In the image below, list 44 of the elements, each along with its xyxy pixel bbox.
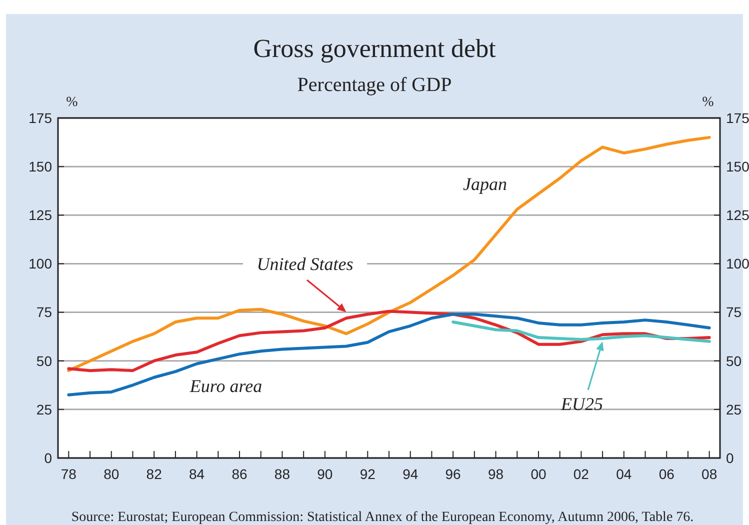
x-tick-label: 04 — [616, 466, 632, 482]
x-tick-label: 92 — [360, 466, 376, 482]
line-series — [67, 136, 711, 372]
chart-subtitle: Percentage of GDP — [297, 74, 452, 96]
x-tick-label: 96 — [445, 466, 462, 482]
x-tick-label: 98 — [488, 466, 504, 482]
x-tick-label: 06 — [658, 466, 675, 482]
line-series — [67, 312, 711, 396]
annotation: United States — [256, 254, 354, 274]
x-tick-label: 84 — [189, 466, 205, 482]
y2-tick-label: 0 — [726, 450, 734, 466]
y-axis-title: % — [66, 95, 78, 110]
y-tick-label: 75 — [36, 304, 52, 320]
y2-tick-label: 125 — [726, 207, 749, 224]
x-tick-label: 80 — [104, 466, 120, 482]
x-tick-label: 86 — [232, 466, 248, 482]
y-tick-label: 50 — [36, 352, 52, 369]
x-tick-label: 78 — [60, 466, 77, 482]
annotation: EU25 — [560, 394, 603, 414]
chart-title: Gross government debt — [253, 34, 497, 63]
y2-axis-title: % — [702, 95, 714, 110]
source-note: Source: Eurostat; European Commission: Statistical Annex of the European Economy, Autumn 2006, Table 76. — [71, 510, 694, 525]
x-tick-label: 90 — [317, 466, 333, 482]
y-tick-label: 125 — [28, 207, 52, 224]
y-tick-label: 175 — [28, 110, 52, 126]
x-tick-label: 08 — [702, 466, 718, 482]
y2-tick-label: 50 — [726, 352, 742, 369]
y-tick-label: 0 — [44, 450, 52, 466]
x-tick-label: 88 — [274, 466, 290, 482]
y-tick-label: 25 — [36, 401, 52, 418]
y2-tick-label: 75 — [726, 304, 742, 320]
y-tick-label: 100 — [28, 256, 52, 272]
y2-tick-label: 100 — [726, 256, 749, 272]
y-tick-label: 150 — [28, 158, 52, 174]
x-tick-label: 94 — [402, 466, 418, 482]
line-series — [452, 320, 711, 343]
x-tick-label: 02 — [573, 466, 590, 482]
series-label: Euro area — [188, 376, 262, 396]
x-tick-label: 82 — [146, 466, 162, 482]
y2-tick-label: 150 — [726, 158, 749, 174]
series-label: Japan — [463, 174, 507, 194]
x-tick-label: 00 — [530, 466, 546, 482]
y2-tick-label: 175 — [726, 110, 749, 126]
y2-tick-label: 25 — [726, 401, 742, 418]
